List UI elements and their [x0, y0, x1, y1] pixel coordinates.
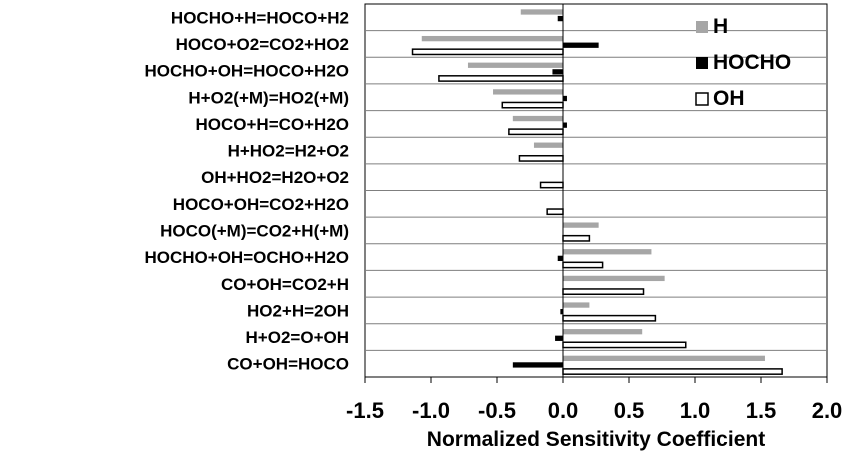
bar-h-h-o2-o-oh	[563, 329, 643, 335]
legend-swatch-h	[696, 21, 708, 33]
x-tick-label: 0.0	[548, 398, 579, 423]
bar-hocho-h-o2-o-oh	[555, 335, 563, 341]
category-label: HOCHO+OH=OCHO+H2O	[144, 248, 349, 267]
category-labels: HOCHO+H=HOCO+H2 HOCO+O2=CO2+HO2 HOCHO+OH=H…	[144, 8, 349, 373]
bar-hocho-ho2-h-2oh	[560, 309, 563, 315]
bar-oh-co-oh-co2-h	[562, 288, 645, 296]
bar-h-hocho-oh-ocho-h2o	[563, 249, 652, 255]
bar-oh-oh-ho2-h2o-o2	[539, 181, 564, 189]
x-axis-title: Normalized Sensitivity Coefficient	[427, 428, 765, 451]
bar-oh-hoco-h-co-h2o	[508, 128, 564, 136]
x-ticks: -1.5 -1.0 -0.5 0.0 0.5 1.0 1.5 2.0	[346, 377, 842, 423]
category-label: HOCO+O2=CO2+HO2	[176, 35, 349, 54]
bar-h-ho2-h-2oh	[563, 302, 590, 308]
x-tick-label: -0.5	[478, 398, 516, 423]
x-tick-label: 1.0	[680, 398, 711, 423]
legend: H HOCHO OH	[695, 15, 791, 110]
bar-oh-hocho-oh-ocho-h2o	[562, 261, 604, 269]
bar-hocho-hocho-h-hoco-h2	[557, 15, 563, 22]
category-label: H+O2=O+OH	[246, 328, 349, 347]
category-label: CO+OH=HOCO	[227, 355, 349, 374]
bar-oh-hoco-oh-co2-h2o	[546, 208, 564, 216]
bar-h-h-o2-m-ho2-m	[493, 89, 563, 95]
bar-h-co-oh-co2-h	[563, 275, 665, 282]
bars	[411, 9, 783, 375]
bar-h-hoco-m-co2-h-m	[563, 222, 599, 228]
bar-oh-hoco-o2-co2-ho2	[411, 48, 564, 56]
category-label: HOCO(+M)=CO2+H(+M)	[160, 221, 349, 240]
bar-hocho-h-o2-m-ho2-m	[563, 95, 567, 102]
x-tick-label: 2.0	[812, 398, 843, 423]
legend-swatch-oh	[695, 92, 709, 106]
category-label: CO+OH=CO2+H	[221, 275, 349, 294]
category-label: OH+HO2=H2O+O2	[201, 168, 349, 187]
category-label: HOCO+OH=CO2+H2O	[173, 195, 349, 214]
bar-oh-ho2-h-2oh	[562, 314, 657, 322]
category-label: HOCHO+OH=HOCO+H2O	[144, 62, 349, 81]
bar-oh-h-ho2-h2-o2	[518, 154, 564, 162]
x-tick-label: 1.5	[746, 398, 777, 423]
bar-h-hocho-h-hoco-h2	[520, 9, 563, 15]
x-tick-label: -1.5	[346, 398, 384, 423]
bar-oh-h-o2-o-oh	[562, 341, 687, 349]
category-label: HO2+H=2OH	[247, 301, 349, 320]
bar-h-co-oh-hoco	[563, 355, 765, 361]
bar-hocho-hoco-h-co-h2o	[563, 122, 567, 128]
bar-hocho-co-oh-hoco	[512, 362, 563, 368]
bar-h-hocho-oh-hoco-h2o	[467, 62, 563, 68]
bar-h-hoco-o2-co2-ho2	[421, 35, 563, 42]
x-tick-label: -1.0	[412, 398, 450, 423]
legend-swatch-hocho	[696, 57, 708, 69]
legend-label-hocho: HOCHO	[713, 51, 791, 74]
bar-hocho-hocho-oh-ocho-h2o	[557, 255, 563, 262]
gridlines	[365, 30, 827, 351]
category-label: H+O2(+M)=HO2(+M)	[188, 88, 349, 107]
x-tick-label: 0.5	[614, 398, 645, 423]
category-label: HOCHO+H=HOCO+H2	[171, 8, 349, 27]
legend-label-oh: OH	[713, 87, 745, 110]
bar-oh-h-o2-m-ho2-m	[501, 101, 564, 109]
bar-h-h-ho2-h2-o2	[533, 142, 563, 148]
category-label: H+HO2=H2+O2	[228, 142, 349, 161]
bar-hocho-hoco-o2-co2-ho2	[563, 42, 599, 48]
legend-label-h: H	[713, 15, 728, 38]
bar-oh-hoco-m-co2-h-m	[562, 234, 591, 242]
bar-hocho-hocho-oh-hoco-h2o	[552, 69, 563, 75]
bar-oh-co-oh-hoco	[562, 368, 783, 375]
bar-h-hoco-h-co-h2o	[512, 115, 563, 122]
bar-oh-hocho-oh-hoco-h2o	[438, 75, 564, 82]
category-label: HOCO+H=CO+H2O	[195, 115, 349, 134]
